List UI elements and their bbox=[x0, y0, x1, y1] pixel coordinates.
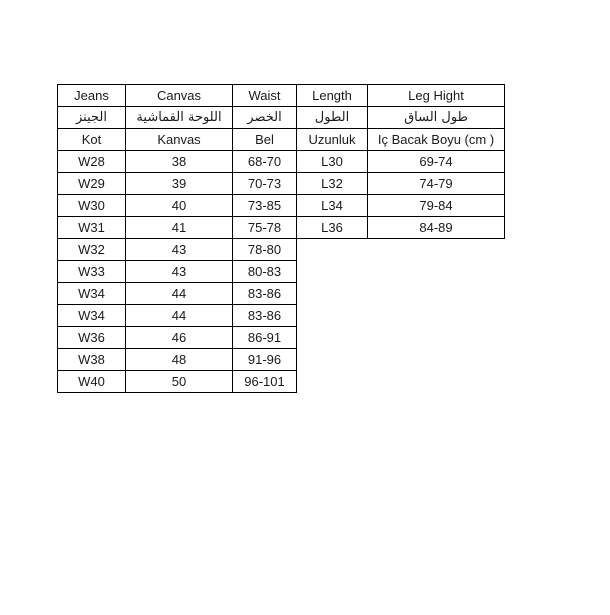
cell-jeans: W34 bbox=[57, 282, 126, 305]
column-header-canvas-tr: Kanvas bbox=[125, 128, 233, 151]
table-row: W32 43 78-80 bbox=[57, 238, 297, 261]
table-header-row-english: Jeans Canvas Waist bbox=[57, 84, 297, 107]
column-header-leg-ar: طول الساق bbox=[367, 106, 505, 129]
cell-waist: 68-70 bbox=[232, 150, 297, 173]
cell-length: L34 bbox=[296, 194, 368, 217]
column-header-length-en: Length bbox=[296, 84, 368, 107]
table-row: L32 74-79 bbox=[296, 172, 505, 195]
table-row: W33 43 80-83 bbox=[57, 260, 297, 283]
cell-canvas: 43 bbox=[125, 260, 233, 283]
table-row: W34 44 83-86 bbox=[57, 282, 297, 305]
cell-waist: 70-73 bbox=[232, 172, 297, 195]
cell-length: L32 bbox=[296, 172, 368, 195]
cell-canvas: 46 bbox=[125, 326, 233, 349]
column-header-waist-ar: الخصر bbox=[232, 106, 297, 129]
cell-waist: 80-83 bbox=[232, 260, 297, 283]
cell-jeans: W34 bbox=[57, 304, 126, 327]
column-header-jeans-tr: Kot bbox=[57, 128, 126, 151]
table-header-row-turkish: Kot Kanvas Bel bbox=[57, 128, 297, 151]
cell-waist: 78-80 bbox=[232, 238, 297, 261]
cell-jeans: W38 bbox=[57, 348, 126, 371]
waist-size-table: Jeans Canvas Waist الجينز اللوحة القماشي… bbox=[57, 84, 297, 393]
table-row: L34 79-84 bbox=[296, 194, 505, 217]
size-chart: Jeans Canvas Waist الجينز اللوحة القماشي… bbox=[57, 84, 505, 393]
cell-leg: 79-84 bbox=[367, 194, 505, 217]
cell-canvas: 40 bbox=[125, 194, 233, 217]
table-row: W28 38 68-70 bbox=[57, 150, 297, 173]
cell-canvas: 50 bbox=[125, 370, 233, 393]
column-header-jeans-en: Jeans bbox=[57, 84, 126, 107]
table-row: W30 40 73-85 bbox=[57, 194, 297, 217]
cell-jeans: W33 bbox=[57, 260, 126, 283]
column-header-leg-tr: Iç Bacak Boyu (cm ) bbox=[367, 128, 505, 151]
table-row: W29 39 70-73 bbox=[57, 172, 297, 195]
cell-waist: 91-96 bbox=[232, 348, 297, 371]
table-header-row-turkish: Uzunluk Iç Bacak Boyu (cm ) bbox=[296, 128, 505, 151]
table-row: L36 84-89 bbox=[296, 216, 505, 239]
cell-canvas: 43 bbox=[125, 238, 233, 261]
table-row: W38 48 91-96 bbox=[57, 348, 297, 371]
cell-waist: 83-86 bbox=[232, 282, 297, 305]
cell-jeans: W32 bbox=[57, 238, 126, 261]
column-header-waist-en: Waist bbox=[232, 84, 297, 107]
table-row: W36 46 86-91 bbox=[57, 326, 297, 349]
table-header-row-english: Length Leg Hight bbox=[296, 84, 505, 107]
table-row: L30 69-74 bbox=[296, 150, 505, 173]
cell-jeans: W28 bbox=[57, 150, 126, 173]
cell-jeans: W30 bbox=[57, 194, 126, 217]
cell-jeans: W36 bbox=[57, 326, 126, 349]
cell-canvas: 48 bbox=[125, 348, 233, 371]
cell-jeans: W29 bbox=[57, 172, 126, 195]
cell-leg: 69-74 bbox=[367, 150, 505, 173]
column-header-length-tr: Uzunluk bbox=[296, 128, 368, 151]
cell-waist: 75-78 bbox=[232, 216, 297, 239]
cell-waist: 86-91 bbox=[232, 326, 297, 349]
table-row: W40 50 96-101 bbox=[57, 370, 297, 393]
cell-canvas: 41 bbox=[125, 216, 233, 239]
cell-length: L36 bbox=[296, 216, 368, 239]
table-row: W31 41 75-78 bbox=[57, 216, 297, 239]
cell-waist: 96-101 bbox=[232, 370, 297, 393]
table-header-row-arabic: الطول طول الساق bbox=[296, 106, 505, 129]
cell-waist: 73-85 bbox=[232, 194, 297, 217]
table-header-row-arabic: الجينز اللوحة القماشية الخصر bbox=[57, 106, 297, 129]
column-header-canvas-en: Canvas bbox=[125, 84, 233, 107]
cell-length: L30 bbox=[296, 150, 368, 173]
cell-canvas: 38 bbox=[125, 150, 233, 173]
cell-jeans: W40 bbox=[57, 370, 126, 393]
cell-canvas: 39 bbox=[125, 172, 233, 195]
cell-canvas: 44 bbox=[125, 282, 233, 305]
column-header-length-ar: الطول bbox=[296, 106, 368, 129]
cell-jeans: W31 bbox=[57, 216, 126, 239]
cell-leg: 74-79 bbox=[367, 172, 505, 195]
table-row: W34 44 83-86 bbox=[57, 304, 297, 327]
column-header-leg-en: Leg Hight bbox=[367, 84, 505, 107]
column-header-waist-tr: Bel bbox=[232, 128, 297, 151]
column-header-jeans-ar: الجينز bbox=[57, 106, 126, 129]
cell-waist: 83-86 bbox=[232, 304, 297, 327]
length-size-table: Length Leg Hight الطول طول الساق Uzunluk… bbox=[296, 84, 505, 239]
cell-canvas: 44 bbox=[125, 304, 233, 327]
cell-leg: 84-89 bbox=[367, 216, 505, 239]
column-header-canvas-ar: اللوحة القماشية bbox=[125, 106, 233, 129]
